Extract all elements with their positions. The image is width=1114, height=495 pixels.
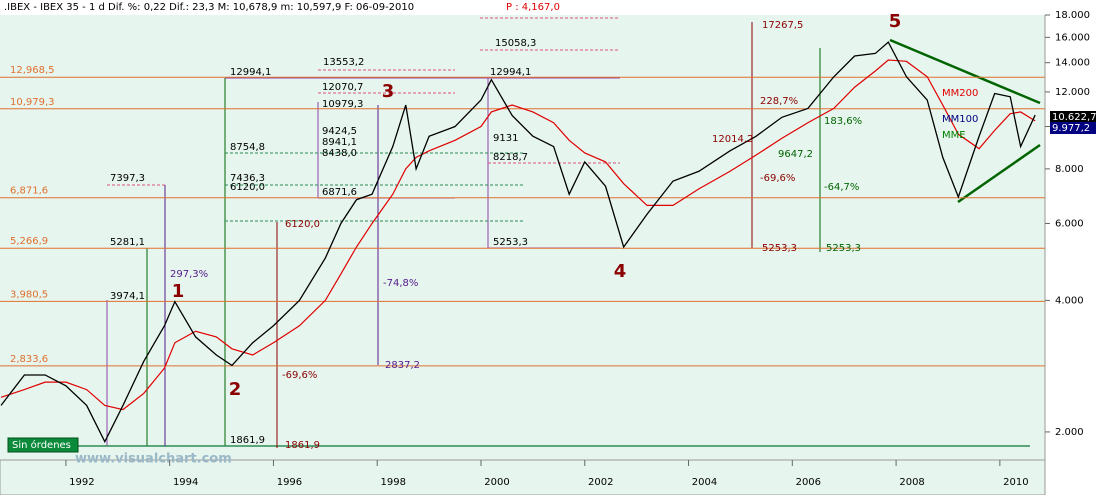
level-label: 12,968,5 xyxy=(10,65,55,76)
annotation: 2837,2 xyxy=(385,360,420,371)
annotation: MME xyxy=(942,130,966,141)
x-axis-band xyxy=(0,459,1046,495)
annotation: 3 xyxy=(382,81,395,102)
trend-line xyxy=(957,143,1041,204)
annotation: 6871,6 xyxy=(322,187,357,198)
status[interactable]: Sin órdenes xyxy=(12,439,71,451)
annotation: -69,6% xyxy=(760,173,795,184)
x-tick-label: 1992 xyxy=(69,477,94,488)
annotation: 15058,3 xyxy=(495,38,536,49)
trend-line xyxy=(889,38,1041,105)
annotation: 1861,9 xyxy=(285,440,320,451)
annotation: 17267,5 xyxy=(762,20,803,31)
x-tick-label: 2004 xyxy=(692,477,717,488)
annotation: 12014,2 xyxy=(712,134,753,145)
header-price: P : 4,167,0 xyxy=(506,2,560,13)
series-line xyxy=(0,59,1036,411)
price-tag-label: 10.622,7 xyxy=(1052,112,1097,123)
annotation: 228,7% xyxy=(760,96,798,107)
x-tick-label: 2006 xyxy=(796,477,821,488)
y-tick-label: 14.000 xyxy=(1055,58,1090,69)
annotation: 9647,2 xyxy=(778,149,813,160)
annotation: 12994,1 xyxy=(230,67,271,78)
annotation: 8754,8 xyxy=(230,142,265,153)
level-label: 10,979,3 xyxy=(10,97,55,108)
price-tag xyxy=(1050,122,1096,134)
annotation: 5 xyxy=(889,11,902,32)
y-tick-label: 18.000 xyxy=(1055,10,1090,21)
annotation: 183,6% xyxy=(824,116,862,127)
annotation: 1861,9 xyxy=(230,435,265,446)
annotation: 7397,3 xyxy=(110,173,145,184)
annotation: 6120,0 xyxy=(285,219,320,230)
annotation: 8941,1 xyxy=(322,137,357,148)
watermark: www.visualchart.com xyxy=(75,452,232,467)
y-tick-label: 8.000 xyxy=(1055,164,1084,175)
annotation: 9131 xyxy=(493,133,518,144)
annotation: 13553,2 xyxy=(323,57,364,68)
annotation: 4 xyxy=(614,261,627,282)
y-tick-label: 2.000 xyxy=(1055,427,1084,438)
x-tick-label: 1998 xyxy=(380,477,405,488)
plot-area xyxy=(0,15,1045,460)
annotation: 6120,0 xyxy=(230,182,265,193)
annotation: 5253,3 xyxy=(826,243,861,254)
x-tick-label: 1996 xyxy=(277,477,302,488)
annotation: 12994,1 xyxy=(490,67,531,78)
annotation: 5253,3 xyxy=(762,243,797,254)
annotation: 8218,7 xyxy=(493,152,528,163)
annotation: -64,7% xyxy=(824,182,859,193)
x-tick-label: 2000 xyxy=(484,477,509,488)
header: .IBEX - IBEX 35 - 1 d Dif. %: 0,22 Dif.:… xyxy=(4,2,414,13)
y-tick-label: 12.000 xyxy=(1055,87,1090,98)
level-label: 2,833,6 xyxy=(10,354,48,365)
annotation: MM200 xyxy=(942,88,978,99)
annotation: 2 xyxy=(229,379,242,400)
x-tick-label: 2010 xyxy=(1003,477,1028,488)
annotation: MM100 xyxy=(942,114,978,125)
annotation: 5253,3 xyxy=(493,237,528,248)
level-label: 3,980,5 xyxy=(10,289,48,300)
annotation: 297,3% xyxy=(170,269,208,280)
x-tick-label: 2008 xyxy=(899,477,924,488)
x-tick-label: 1994 xyxy=(173,477,198,488)
annotation: 1 xyxy=(172,281,185,302)
annotation: 10979,3 xyxy=(322,99,363,110)
annotation: 5281,1 xyxy=(110,237,145,248)
status-box[interactable] xyxy=(7,437,79,453)
y-tick-label: 4.000 xyxy=(1055,295,1084,306)
y-tick-label: 16.000 xyxy=(1055,32,1090,43)
price-tag-label: 9.977,2 xyxy=(1052,123,1090,134)
series-line xyxy=(0,41,1036,444)
level-label: 5,266,9 xyxy=(10,236,48,247)
annotation: 7436,3 xyxy=(230,173,265,184)
level-label: 6,871,6 xyxy=(10,186,48,197)
annotation: -69,6% xyxy=(282,370,317,381)
annotation: -74,8% xyxy=(383,278,418,289)
annotation: 9424,5 xyxy=(322,126,357,137)
annotation: 12070,7 xyxy=(322,82,363,93)
price-tag xyxy=(1050,111,1096,123)
x-tick-label: 2002 xyxy=(588,477,613,488)
annotation: 8438,0 xyxy=(322,148,357,159)
studies xyxy=(10,17,1041,448)
y-tick-label: 6.000 xyxy=(1055,218,1084,229)
annotation: 3974,1 xyxy=(110,291,145,302)
